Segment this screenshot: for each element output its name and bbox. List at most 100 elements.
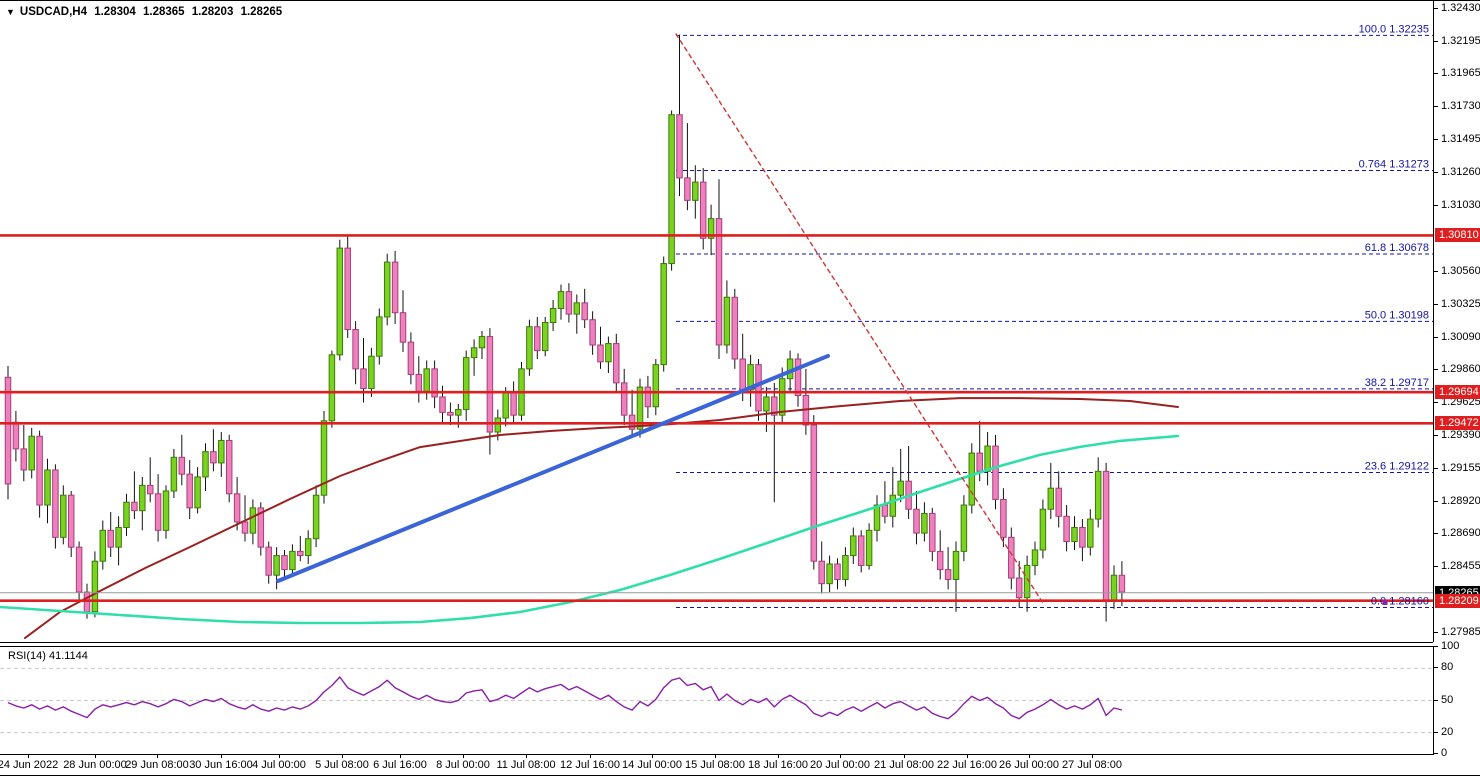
candle-up: [707, 218, 715, 239]
candle-up: [60, 494, 67, 538]
candle-down: [818, 560, 825, 585]
candle-down: [257, 507, 265, 548]
price-axis-label: 1.28920: [1441, 494, 1480, 507]
price-axis-label: 1.31730: [1441, 100, 1480, 113]
price-chart-plot[interactable]: 100.0 1.32235 0.764 1.31273 61.8 1.30678 50…: [0, 1, 1434, 642]
rsi-axis-label: 80: [1441, 661, 1454, 674]
candle-down: [976, 452, 983, 472]
rsi-axis-label: 0: [1441, 747, 1448, 759]
time-axis-label: 20 Jul 00:00: [810, 759, 870, 771]
candle-up: [549, 307, 557, 324]
candle-up: [273, 555, 280, 576]
candle-down: [146, 484, 154, 495]
price-axis-label: 1.27985: [1441, 626, 1480, 639]
candle-up: [850, 535, 857, 557]
candle-down: [352, 329, 359, 370]
price-axis-tick: [1434, 172, 1438, 174]
candle-up: [692, 181, 699, 201]
price-axis-tick: [1434, 41, 1438, 42]
price-axis-tick: [1434, 632, 1438, 634]
candle-down: [581, 302, 588, 321]
candle-up: [526, 326, 533, 370]
descending-resistance-trendline[interactable]: [675, 33, 1044, 604]
time-axis-label: 24 Jun 2022: [0, 759, 59, 771]
price-axis-tick: [1434, 73, 1438, 75]
candle-up: [636, 386, 644, 430]
price-axis-tick: [1434, 270, 1438, 272]
candle-up: [478, 336, 486, 349]
panel-divider[interactable]: [0, 642, 1433, 643]
candle-up: [115, 527, 122, 548]
candle-up: [605, 343, 612, 363]
fib-level-label: 100.0 1.32235: [1359, 23, 1429, 35]
price-axis-label: 1.31965: [1441, 67, 1480, 80]
candle-up: [842, 555, 849, 580]
symbol-label: USDCAD,H4: [19, 6, 88, 18]
time-axis-label: 6 Jul 16:00: [373, 759, 427, 771]
candle-down: [565, 291, 573, 315]
candle-up: [123, 501, 130, 528]
candlestick-chart-canvas[interactable]: 100.0 1.32235 0.764 1.31273 61.8 1.30678 50…: [0, 1, 1433, 642]
time-axis-tick: [342, 754, 343, 758]
fib-endpoint-marker[interactable]: [1382, 599, 1388, 605]
price-axis-label: 1.29860: [1441, 362, 1480, 375]
price-badge: 1.29694: [1435, 385, 1480, 400]
candle-up: [502, 392, 509, 419]
candle-up: [328, 354, 336, 422]
candle-down: [233, 493, 241, 523]
candle-down: [684, 177, 691, 201]
candle-down: [52, 469, 59, 538]
time-axis-label: 29 Jun 08:00: [125, 759, 189, 771]
ascending-support-trendline[interactable]: [276, 353, 830, 583]
time-axis-tick: [840, 754, 841, 758]
candle-up: [368, 355, 375, 390]
candle-down: [1055, 487, 1062, 517]
price-axis[interactable]: 1.32430 1.32195 1.31965 1.31730 1.31495 1.312…: [1434, 1, 1480, 759]
time-axis-tick: [1029, 754, 1030, 758]
candle-down: [4, 376, 12, 485]
candle-up: [873, 504, 881, 531]
candle-down: [597, 344, 604, 363]
candle-up: [652, 364, 660, 408]
candle-down: [439, 396, 446, 413]
candle-down: [281, 555, 288, 571]
time-axis-tick: [157, 754, 158, 758]
candle-down: [67, 494, 75, 548]
time-axis[interactable]: 24 Jun 2022 28 Jun 00:00 29 Jun 08:00 30 Ju…: [0, 754, 1480, 775]
rsi-axis-tick: [1434, 646, 1438, 647]
candle-down: [486, 336, 494, 433]
price-axis-tick: [1434, 8, 1438, 10]
candle-down: [992, 445, 999, 500]
candle-down: [154, 493, 162, 531]
price-axis-label: 1.28690: [1441, 527, 1480, 540]
candle-up: [723, 296, 731, 346]
price-axis-tick: [1434, 336, 1438, 338]
candle-down: [415, 373, 423, 392]
ohlc-open: 1.28304: [94, 6, 136, 18]
symbol-dropdown-icon[interactable]: ▼: [6, 7, 15, 17]
time-axis-tick: [778, 754, 779, 758]
rsi-line: [7, 676, 1123, 720]
rsi-indicator-panel[interactable]: [0, 646, 1434, 755]
candle-up: [194, 476, 201, 509]
candle-down: [1008, 536, 1015, 579]
time-axis-tick: [526, 754, 527, 758]
fast-ma-line[interactable]: [0, 434, 1180, 625]
candle-down: [225, 439, 233, 495]
slow-ma-line[interactable]: [24, 397, 1179, 639]
candle-up: [494, 417, 502, 433]
candle-down: [1063, 515, 1070, 543]
time-axis-label: 8 Jul 00:00: [436, 759, 490, 771]
time-axis-label: 27 Jul 08:00: [1062, 759, 1122, 771]
candle-down: [715, 218, 723, 346]
candle-up: [383, 261, 391, 318]
candle-down: [131, 501, 138, 512]
rsi-chart-canvas[interactable]: [0, 647, 1433, 754]
price-axis-label: 1.29390: [1441, 428, 1480, 441]
ohlc-low: 1.28203: [191, 6, 234, 18]
price-axis-label: 1.30090: [1441, 330, 1480, 343]
candle-down: [929, 512, 936, 552]
candle-up: [218, 439, 225, 464]
rsi-axis-tick: [1434, 699, 1438, 701]
